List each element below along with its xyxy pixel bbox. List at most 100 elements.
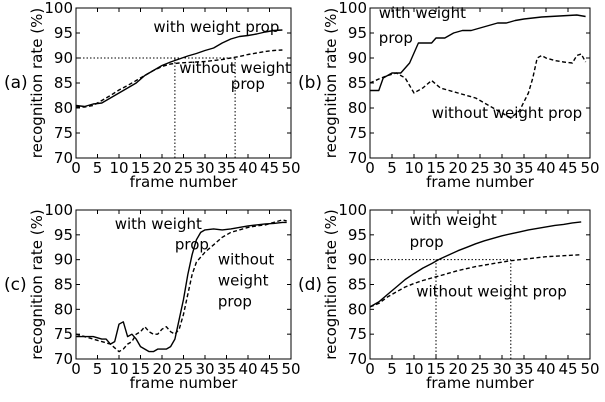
x-tick-label: 30: [492, 159, 511, 177]
x-tick-label: 50: [580, 360, 599, 378]
annotation-label: without weight prop: [416, 282, 567, 300]
y-tick-label: 80: [348, 99, 367, 117]
y-axis-label: recognition rate (%): [28, 209, 46, 359]
x-tick-label: 0: [71, 159, 81, 177]
x-tick-label: 5: [93, 159, 103, 177]
x-tick-label: 35: [514, 159, 533, 177]
series-line-with-weight-prop: [370, 14, 586, 92]
annotation-label: without weight: [179, 59, 291, 77]
y-tick-label: 85: [54, 276, 73, 294]
x-tick-label: 10: [109, 360, 128, 378]
x-tick-label: 30: [492, 360, 511, 378]
x-tick-label: 35: [217, 360, 236, 378]
y-tick-label: 75: [54, 124, 73, 142]
panel-label: (d): [298, 275, 322, 295]
series-line-without-weight-prop: [75, 219, 287, 353]
y-tick-label: 80: [348, 300, 367, 318]
panel-label: (b): [298, 73, 322, 93]
panel-a: 0 5 10 15 20 25 30 35 40 45 50 70 75 80 85 90 95 100 frame…: [4, 0, 301, 191]
y-tick-label: 75: [54, 325, 73, 343]
x-tick-label: 10: [109, 159, 128, 177]
y-tick-label: 90: [54, 251, 73, 269]
x-tick-label: 30: [195, 159, 214, 177]
x-axis-label: frame number: [426, 374, 535, 392]
x-tick-label: 45: [558, 360, 577, 378]
y-tick-label: 85: [54, 74, 73, 92]
x-tick-label: 45: [260, 360, 279, 378]
x-tick-label: 25: [174, 159, 193, 177]
x-tick-label: 20: [448, 159, 467, 177]
series-line-with-weight-prop: [76, 221, 287, 353]
x-tick-label: 40: [238, 159, 257, 177]
annotation-label: without: [218, 251, 275, 269]
annotation-label: weight: [218, 271, 269, 289]
y-tick-label: 100: [44, 201, 73, 219]
x-tick-label: 15: [131, 159, 150, 177]
x-tick-label: 25: [470, 159, 489, 177]
y-tick-label: 70: [54, 350, 73, 368]
x-tick-label: 25: [174, 360, 193, 378]
x-tick-label: 30: [195, 360, 214, 378]
x-tick-label: 0: [365, 360, 375, 378]
x-axis-label: frame number: [426, 173, 535, 191]
series-line-without-weight-prop: [369, 254, 582, 308]
y-tick-label: 90: [54, 49, 73, 67]
y-tick-label: 80: [54, 99, 73, 117]
x-tick-label: 20: [152, 159, 171, 177]
y-tick-label: 90: [348, 49, 367, 67]
panel-c: 0 5 10 15 20 25 30 35 40 45 50 70 75 80 85 90 95 100 frame…: [4, 201, 301, 392]
y-tick-label: 80: [54, 300, 73, 318]
x-tick-label: 40: [536, 159, 555, 177]
annotation-label: with weight: [379, 4, 466, 22]
series-line-without-weight-prop: [369, 53, 587, 119]
y-axis-label: recognition rate (%): [322, 209, 340, 359]
y-tick-label: 75: [348, 325, 367, 343]
y-axis-label: recognition rate (%): [28, 8, 46, 158]
y-tick-label: 85: [348, 74, 367, 92]
panel-b: 0 5 10 15 20 25 30 35 40 45 50 70 75 80 85 90 95 100 frame…: [298, 0, 600, 191]
x-tick-label: 50: [580, 159, 599, 177]
y-tick-label: 95: [348, 226, 367, 244]
x-tick-label: 5: [387, 360, 397, 378]
y-tick-label: 75: [348, 124, 367, 142]
y-tick-label: 95: [54, 24, 73, 42]
x-tick-label: 0: [365, 159, 375, 177]
panel-label: (c): [4, 275, 27, 295]
x-tick-label: 40: [238, 360, 257, 378]
panel-d: 0 5 10 15 20 25 30 35 40 45 50 70 75 80 85 90 95 100 frame…: [298, 201, 600, 392]
x-tick-label: 20: [448, 360, 467, 378]
x-tick-label: 45: [558, 159, 577, 177]
x-axis-label: frame number: [130, 173, 239, 191]
series-line-with-weight-prop: [369, 221, 582, 308]
x-tick-label: 15: [426, 360, 445, 378]
y-tick-label: 95: [54, 226, 73, 244]
y-tick-label: 95: [348, 24, 367, 42]
x-tick-label: 15: [131, 360, 150, 378]
x-tick-label: 40: [536, 360, 555, 378]
y-tick-label: 70: [348, 350, 367, 368]
annotation-label: without weight prop: [432, 104, 583, 122]
x-tick-label: 0: [71, 360, 81, 378]
series-line-with-weight-prop: [75, 29, 283, 108]
annotation-label: with weight prop: [153, 18, 279, 36]
x-tick-label: 10: [404, 360, 423, 378]
y-tick-label: 70: [348, 149, 367, 167]
y-tick-label: 85: [348, 276, 367, 294]
x-tick-label: 50: [281, 159, 300, 177]
y-tick-label: 100: [44, 0, 73, 17]
y-axis-label: recognition rate (%): [322, 8, 340, 158]
x-axis-label: frame number: [130, 374, 239, 392]
annotation-label: with weight: [410, 211, 497, 229]
x-tick-label: 35: [514, 360, 533, 378]
y-tick-label: 100: [338, 0, 367, 17]
x-tick-label: 10: [404, 159, 423, 177]
x-tick-label: 5: [387, 159, 397, 177]
x-tick-label: 45: [260, 159, 279, 177]
annotation-label: prop: [218, 292, 252, 310]
annotation-label: prop: [175, 236, 209, 254]
x-tick-label: 50: [281, 360, 300, 378]
annotation-label: prop: [231, 75, 265, 93]
x-tick-label: 35: [217, 159, 236, 177]
x-tick-label: 25: [470, 360, 489, 378]
